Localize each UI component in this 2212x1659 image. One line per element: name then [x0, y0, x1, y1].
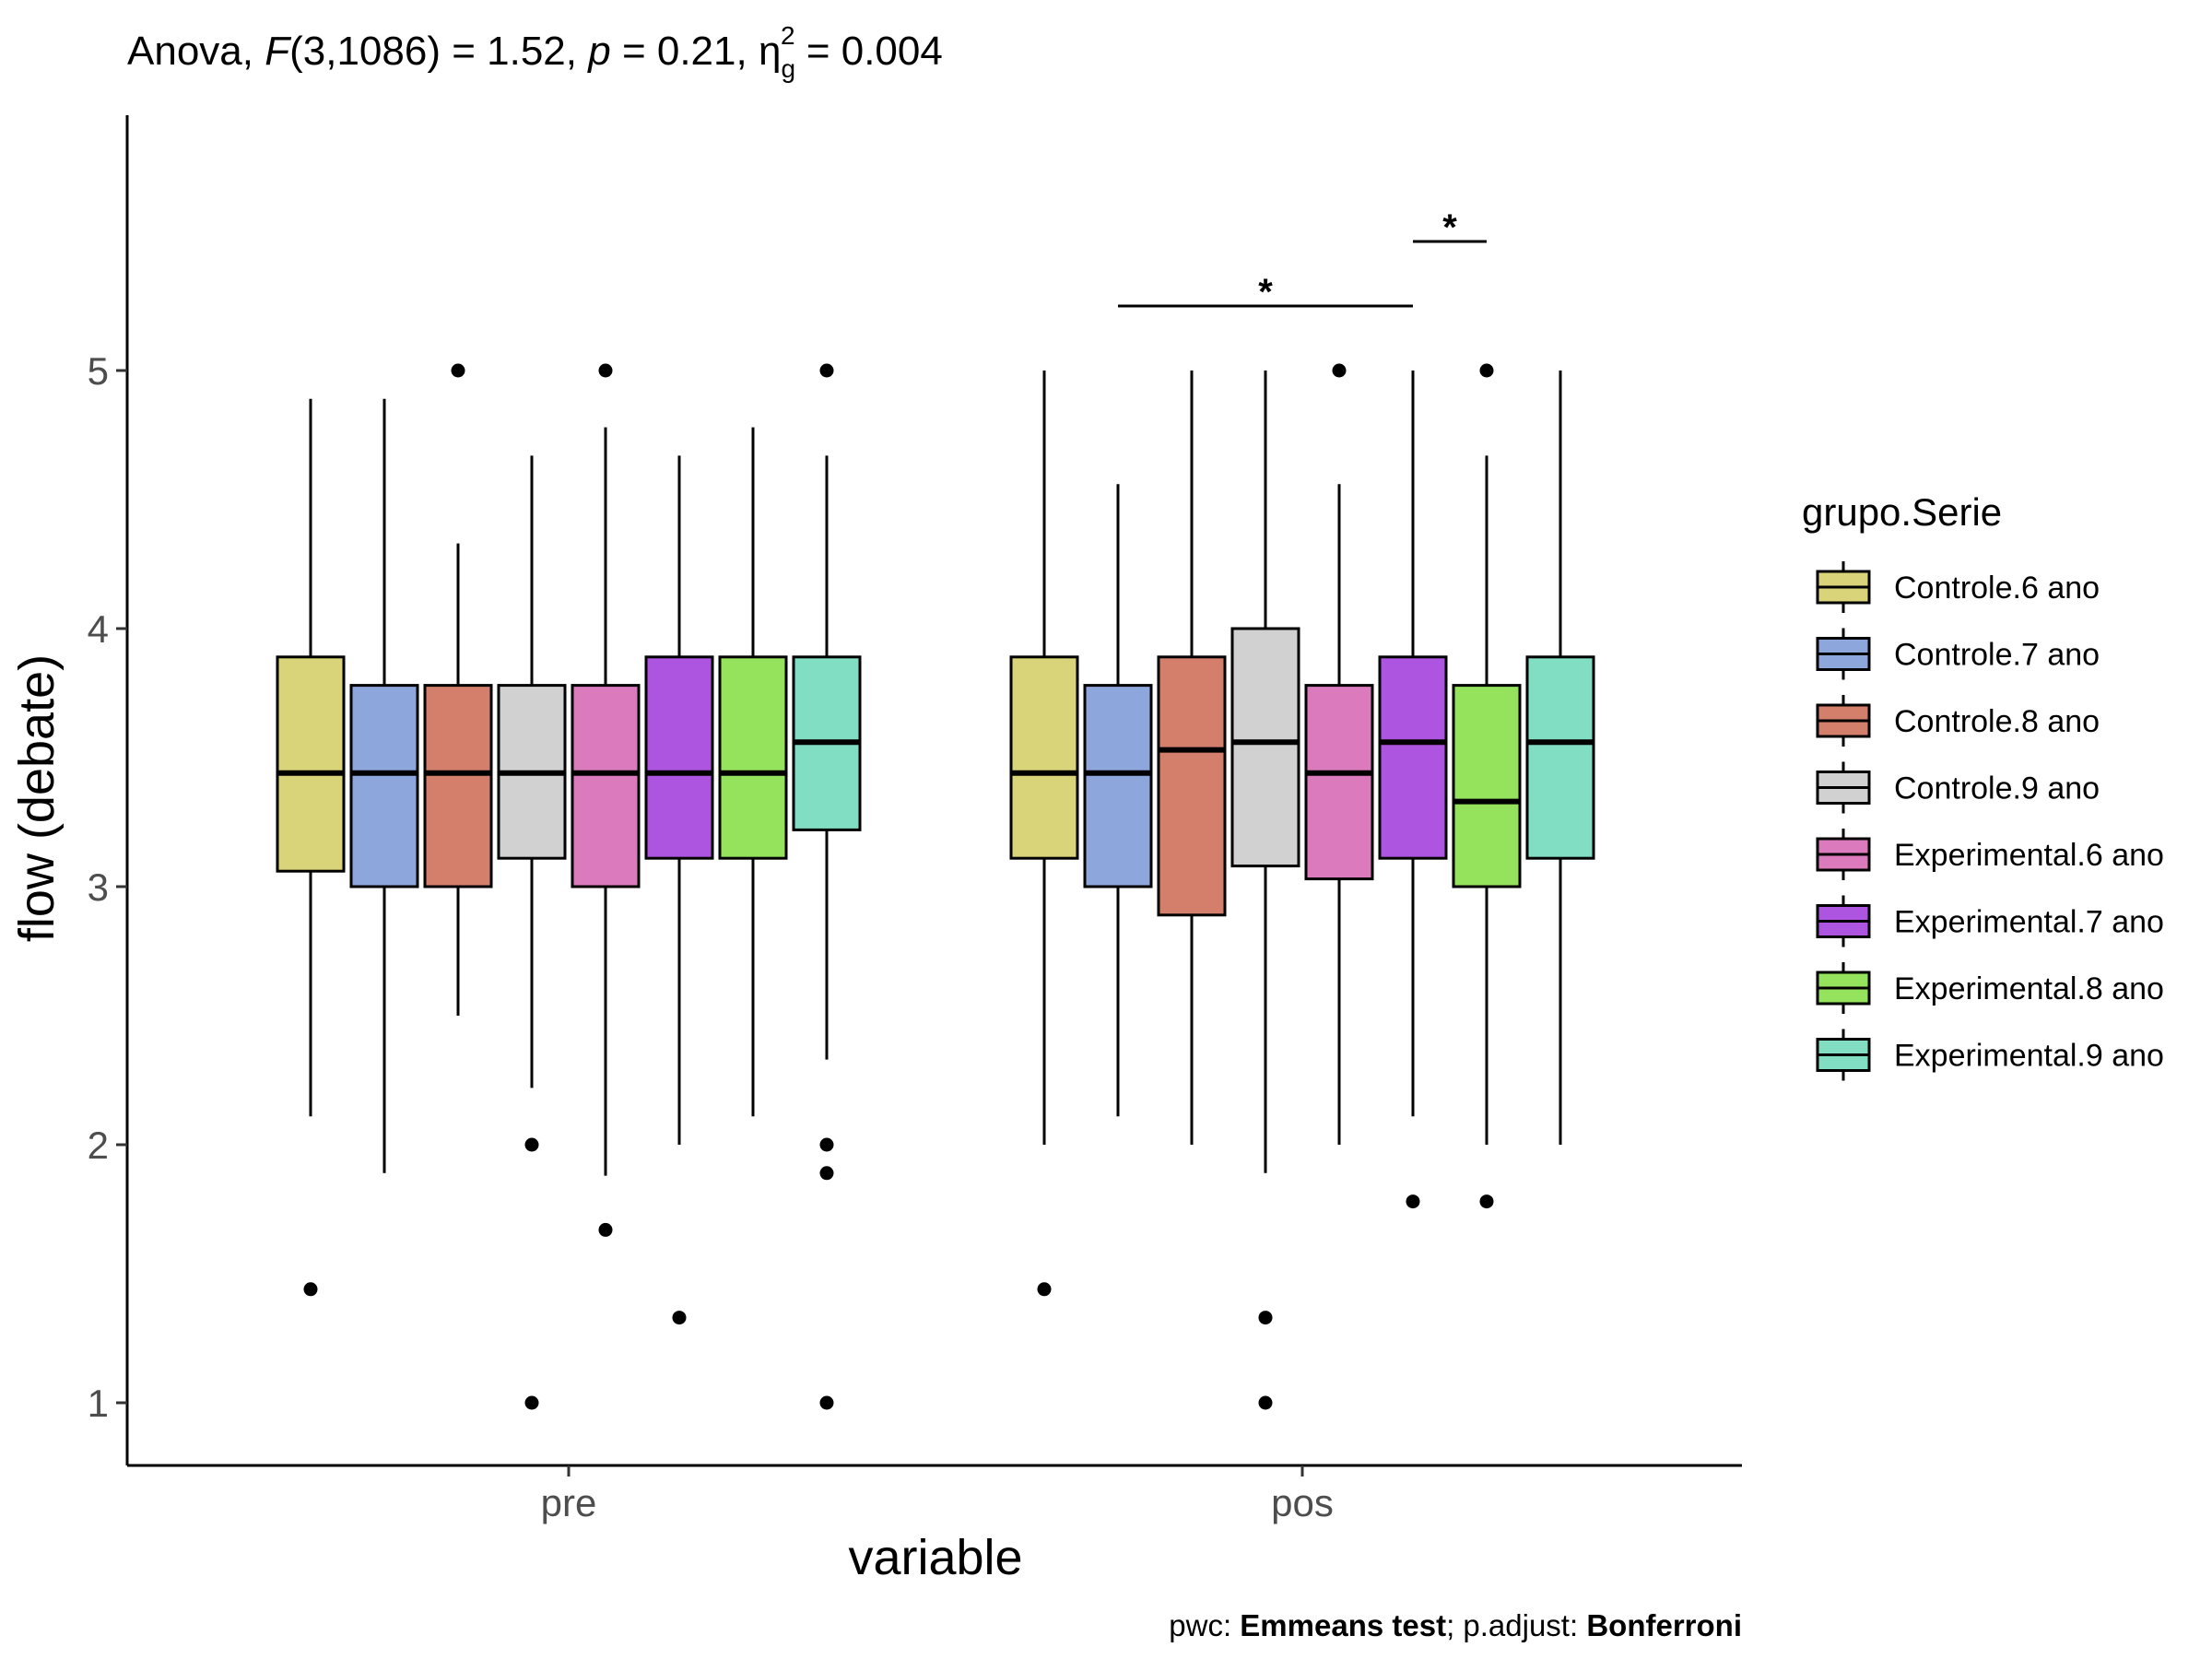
x-tick-label: pre: [541, 1481, 597, 1524]
y-tick-label: 5: [88, 349, 109, 393]
significance-bracket: *: [1118, 272, 1413, 312]
box-body: [349, 684, 419, 888]
legend-label: Experimental.6 ano: [1894, 838, 2164, 873]
outlier-point: [451, 363, 465, 378]
y-tick-label: 1: [88, 1382, 109, 1425]
box-body: [1525, 655, 1595, 860]
chart-title: Anova, F(3,1086) = 1.52, p = 0.21, ηg2 =…: [127, 21, 943, 83]
legend-label: Controle.9 ano: [1894, 771, 2100, 806]
box-pre-8: [792, 363, 862, 1410]
legend-item: Controle.7 ano: [1816, 628, 2100, 680]
outlier-point: [819, 1395, 834, 1410]
y-axis: 1 2 3 4 5: [88, 115, 129, 1465]
outlier-point: [1258, 1311, 1273, 1325]
significance-label: *: [1258, 272, 1273, 312]
box-pos-3: [1157, 371, 1227, 1145]
plot-area: **: [276, 207, 1595, 1410]
significance-bracket: *: [1413, 207, 1487, 248]
x-axis-title: variable: [848, 1530, 1022, 1585]
box-pre-2: [349, 398, 419, 1173]
legend-item: Experimental.9 ano: [1816, 1029, 2164, 1081]
legend-label: Controle.8 ano: [1894, 704, 2100, 739]
legend-label: Experimental.8 ano: [1894, 971, 2164, 1006]
outlier-point: [1037, 1282, 1052, 1297]
legend-item: Experimental.6 ano: [1816, 829, 2164, 880]
legend-label: Experimental.7 ano: [1894, 905, 2164, 940]
legend-label: Controle.6 ano: [1894, 571, 2100, 606]
box-body: [571, 684, 641, 888]
outlier-point: [1258, 1395, 1273, 1410]
box-body: [1009, 655, 1079, 860]
box-body: [276, 655, 346, 873]
legend-item: Controle.6 ano: [1816, 561, 2100, 613]
box-body: [1083, 684, 1153, 888]
legend-title: grupo.Serie: [1802, 490, 2002, 534]
box-pre-5: [571, 363, 641, 1237]
box-pre-3: [423, 363, 493, 1016]
outlier-point: [303, 1282, 318, 1297]
legend-label: Experimental.9 ano: [1894, 1039, 2164, 1074]
box-body: [1304, 684, 1374, 881]
outlier-point: [598, 363, 613, 378]
box-pos-8: [1525, 371, 1595, 1145]
box-body: [1157, 655, 1227, 917]
outlier-point: [524, 1395, 539, 1410]
box-body: [718, 655, 788, 860]
box-pos-6: [1378, 371, 1448, 1209]
y-tick-label: 4: [88, 607, 109, 651]
outlier-point: [1479, 1194, 1494, 1209]
box-body: [423, 684, 493, 888]
legend-item: Experimental.8 ano: [1816, 962, 2164, 1014]
x-tick-label: pos: [1271, 1481, 1334, 1524]
legend-item: Experimental.7 ano: [1816, 895, 2164, 947]
box-pos-4: [1230, 371, 1300, 1410]
outlier-point: [598, 1222, 613, 1237]
outlier-point: [819, 1137, 834, 1152]
y-tick-label: 2: [88, 1124, 109, 1167]
outlier-point: [1479, 363, 1494, 378]
outlier-point: [672, 1311, 687, 1325]
legend-item: Controle.9 ano: [1816, 761, 2100, 814]
significance-label: *: [1442, 207, 1457, 248]
box-body: [1378, 655, 1448, 860]
outlier-point: [1332, 363, 1347, 378]
legend: grupo.Serie Controle.6 ano Controle.7 ano…: [1802, 490, 2164, 1081]
box-pos-1: [1009, 371, 1079, 1297]
legend-label: Controle.7 ano: [1894, 638, 2100, 673]
box-pos-5: [1304, 363, 1374, 1145]
legend-item: Controle.8 ano: [1816, 695, 2100, 747]
x-axis: pre pos: [127, 1464, 1742, 1524]
outlier-point: [819, 1166, 834, 1181]
outlier-point: [524, 1137, 539, 1152]
y-axis-title: flow (debate): [9, 654, 65, 942]
box-pos-2: [1083, 484, 1153, 1117]
chart-caption: pwc: Emmeans test; p.adjust: Bonferroni: [1169, 1608, 1742, 1642]
outlier-point: [819, 363, 834, 378]
box-body: [1452, 684, 1522, 888]
box-pre-4: [497, 455, 567, 1410]
box-pre-7: [718, 427, 788, 1117]
outlier-point: [1406, 1194, 1420, 1209]
box-body: [1230, 627, 1300, 868]
box-pos-7: [1452, 363, 1522, 1209]
box-pre-1: [276, 398, 346, 1297]
box-pre-6: [644, 455, 714, 1325]
y-tick-label: 3: [88, 865, 109, 909]
box-body: [644, 655, 714, 860]
